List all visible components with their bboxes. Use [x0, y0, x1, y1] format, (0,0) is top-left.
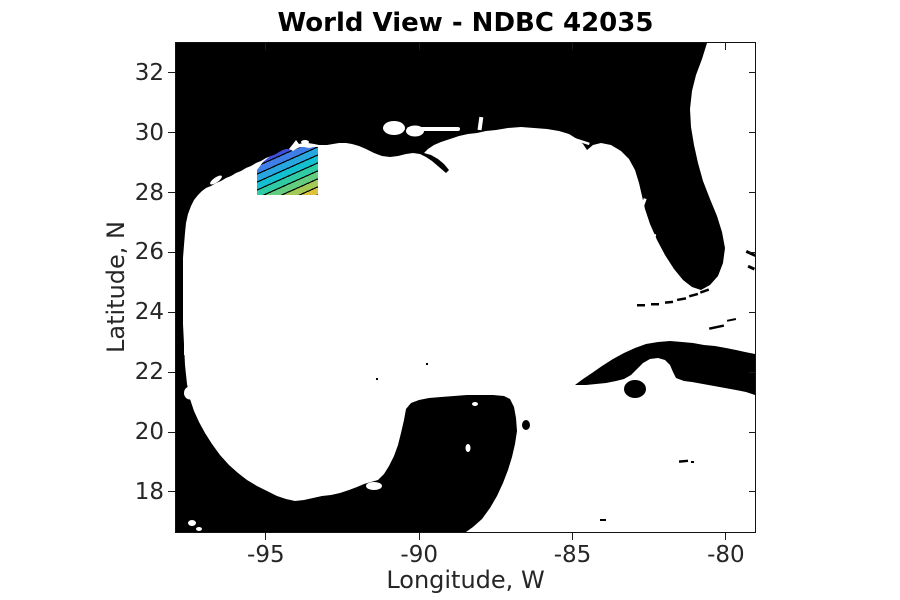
- y-axis-label: Latitude, N: [102, 221, 130, 353]
- florida-keys: [637, 288, 710, 307]
- x-tick-mark-top: [265, 43, 267, 50]
- contour-patch: [257, 147, 318, 195]
- y-tick-mark-right: [749, 72, 756, 74]
- y-tick-mark: [168, 311, 175, 313]
- x-tick-mark: [265, 533, 267, 540]
- tampa-bay: [638, 198, 647, 215]
- mobile-bay: [477, 116, 484, 131]
- y-tick-label: 24: [134, 299, 164, 326]
- map-plot-area: [175, 42, 756, 533]
- apalachicola-bay: [566, 135, 590, 146]
- y-tick-label: 26: [134, 239, 164, 266]
- y-tick-mark-right: [749, 192, 756, 194]
- y-tick-label: 30: [134, 119, 164, 146]
- y-tick-mark-right: [749, 431, 756, 433]
- x-tick-label: -80: [707, 542, 745, 568]
- pacific-glimpse: [188, 520, 196, 526]
- y-tick-label: 22: [134, 359, 164, 386]
- mainland-landmass: [176, 43, 725, 532]
- y-tick-mark: [168, 431, 175, 433]
- y-tick-label: 28: [134, 179, 164, 206]
- san-antonio-bay: [198, 193, 208, 201]
- mississippi-sound: [407, 127, 460, 131]
- x-tick-mark-top: [572, 43, 574, 50]
- x-tick-mark: [725, 533, 727, 540]
- laguna-de-terminos: [366, 482, 382, 490]
- y-tick-mark-right: [749, 491, 756, 493]
- y-tick-label: 32: [134, 59, 164, 86]
- offshore-specks: [376, 363, 428, 380]
- y-tick-label: 18: [134, 478, 164, 505]
- galveston-bay-speck: [301, 140, 309, 144]
- bahamas-fragments: [708, 249, 755, 330]
- y-tick-mark-right: [749, 132, 756, 134]
- atchafalaya-bay: [383, 121, 405, 135]
- plot-title: World View - NDBC 42035: [277, 8, 654, 38]
- y-tick-mark: [168, 371, 175, 373]
- y-tick-label: 20: [134, 419, 164, 446]
- x-tick-label: -85: [553, 542, 592, 568]
- laguna-madre-south: [184, 386, 196, 400]
- x-tick-mark-top: [725, 43, 727, 50]
- cuba-island: [575, 341, 755, 395]
- matagorda-bay: [210, 175, 222, 185]
- gulf-of-mexico-map: [176, 43, 755, 532]
- x-tick-mark-top: [418, 43, 420, 50]
- cayman-islands: [600, 459, 694, 521]
- charlotte-harbor: [652, 233, 657, 244]
- laguna-madre-strip: [184, 293, 187, 355]
- y-tick-mark-right: [749, 371, 756, 373]
- x-tick-mark: [572, 533, 574, 540]
- isla-de-la-juventud: [624, 380, 646, 398]
- y-tick-mark-right: [749, 311, 756, 313]
- x-tick-label: -90: [400, 542, 438, 568]
- x-tick-mark: [418, 533, 420, 540]
- x-tick-label: -95: [247, 542, 285, 568]
- y-tick-mark: [168, 251, 175, 253]
- x-axis-label: Longitude, W: [386, 566, 545, 594]
- y-tick-mark: [168, 491, 175, 493]
- y-tick-mark: [168, 132, 175, 134]
- y-tick-mark: [168, 72, 175, 74]
- y-tick-mark-right: [749, 251, 756, 253]
- cozumel-island: [522, 420, 530, 430]
- florida-lagoon: [703, 178, 708, 183]
- yucatan-lagoon-2: [465, 444, 471, 452]
- pacific-glimpse-2: [196, 527, 202, 531]
- y-tick-mark: [168, 192, 175, 194]
- yucatan-lagoon: [472, 402, 478, 406]
